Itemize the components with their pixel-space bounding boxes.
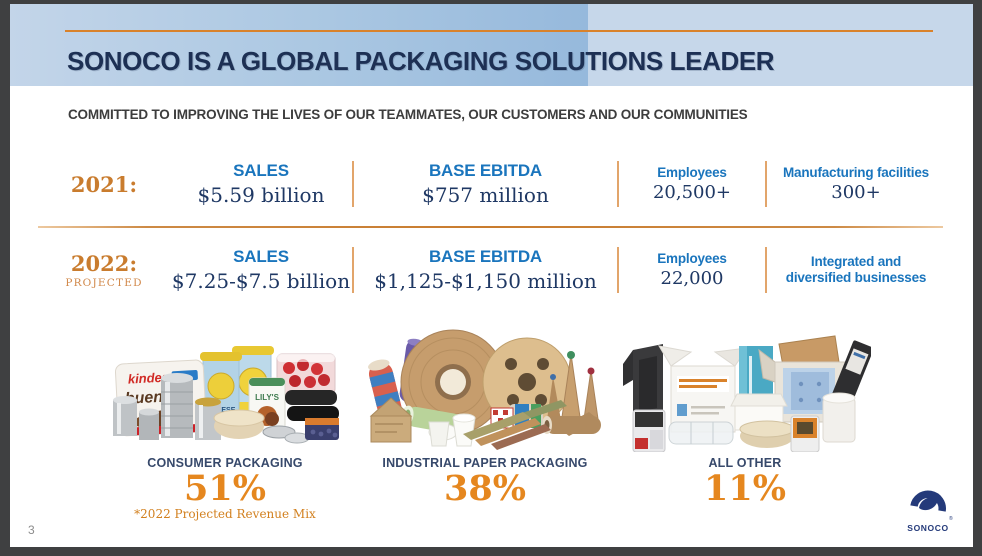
sonoco-logo-text: SONOCO	[907, 523, 948, 533]
segment-industrial-paper: INDUSTRIAL PAPER PACKAGING 38%	[355, 320, 615, 521]
header-band-right	[587, 4, 973, 86]
stat-cell-employees-2021: Employees 20,500+	[619, 165, 765, 204]
revenue-mix-footnote: *2022 Projected Revenue Mix	[134, 507, 316, 521]
segment-name: CONSUMER PACKAGING	[147, 456, 303, 470]
blister-pack-left	[632, 409, 666, 452]
stat-value: $757 million	[422, 183, 549, 207]
stat-cell-sales-2022: SALES $7.25-$7.5 billion	[170, 247, 352, 293]
header-band-left	[10, 4, 588, 86]
white-roll	[822, 392, 856, 443]
year-label: 2022:	[70, 251, 138, 276]
page-number: 3	[28, 523, 35, 537]
stats-table: 2021: SALES $5.59 billion BASE EBITDA $7…	[10, 142, 973, 312]
stat-label: SALES	[233, 247, 289, 266]
slide: SONOCO IS A GLOBAL PACKAGING SOLUTIONS L…	[10, 4, 973, 547]
blister-pack-right	[790, 415, 820, 452]
year-cell-2022: 2022: PROJECTED	[38, 251, 170, 289]
stat-label: Employees	[657, 250, 727, 266]
segment-share: 38%	[444, 468, 526, 509]
kraft-cartons	[369, 397, 413, 443]
stat-label: Integrated and diversified businesses	[785, 254, 927, 285]
segment-name: INDUSTRIAL PAPER PACKAGING	[382, 456, 588, 470]
svg-text:CHEESE: CHEESE	[207, 407, 236, 414]
black-trays	[285, 390, 339, 421]
metal-lids	[262, 425, 310, 444]
column-divider	[352, 161, 354, 207]
paper-cups	[428, 413, 476, 447]
industrial-paper-packaging-image	[368, 329, 601, 450]
sonoco-logo: ® SONOCO	[901, 484, 955, 539]
beige-bowl	[739, 420, 795, 448]
stat-cell-facilities-2021: Manufacturing facilities 300+	[767, 165, 945, 204]
black-foam-corner	[623, 344, 663, 426]
column-divider	[617, 161, 619, 207]
column-divider	[352, 247, 354, 293]
year-cell-2021: 2021:	[38, 172, 170, 197]
segment-all-other: ALL OTHER 11%	[615, 320, 875, 521]
stat-label: SALES	[233, 161, 289, 180]
header-band: SONOCO IS A GLOBAL PACKAGING SOLUTIONS L…	[10, 4, 973, 86]
segment-name: ALL OTHER	[708, 456, 782, 470]
stat-cell-employees-2022: Employees 22,000	[619, 251, 765, 290]
column-divider	[765, 161, 767, 207]
stat-cell-integrated-2022: Integrated and diversified businesses	[767, 254, 945, 285]
segment-share: 51%	[184, 468, 266, 509]
row-separator	[38, 226, 943, 228]
year-sublabel: PROJECTED	[65, 277, 143, 289]
page-title: SONOCO IS A GLOBAL PACKAGING SOLUTIONS L…	[67, 46, 775, 76]
title-underline	[65, 30, 933, 32]
blueberry-pack	[305, 418, 339, 440]
clear-plastic-tray	[668, 421, 734, 445]
stat-value: 20,500+	[652, 182, 732, 204]
year-label: 2021:	[70, 171, 138, 197]
svg-text:®: ®	[949, 515, 953, 522]
stat-value: 22,000	[660, 268, 724, 290]
segment-consumer-packaging: CHEESE BALLS kinder bueno min	[95, 320, 355, 521]
white-shipper-box	[657, 345, 749, 433]
metal-cans	[113, 373, 221, 440]
stat-value: $7.25-$7.5 billion	[171, 269, 351, 293]
edge-protectors	[463, 400, 599, 450]
slide-subtitle: COMMITTED TO IMPROVING THE LIVES OF OUR …	[68, 107, 748, 122]
svg-text:LILY'S: LILY'S	[255, 393, 280, 402]
kraft-paper-roll	[400, 329, 506, 435]
black-box	[831, 340, 871, 404]
stat-label: Employees	[657, 164, 727, 180]
beige-bowl	[213, 409, 265, 439]
stat-cell-sales-2021: SALES $5.59 billion	[170, 161, 352, 207]
stat-cell-ebitda-2022: BASE EBITDA $1,125-$1,150 million	[354, 247, 617, 293]
strawberry-clamshell	[276, 353, 336, 395]
svg-text:kinder: kinder	[127, 370, 168, 387]
stat-value: $5.59 billion	[197, 183, 325, 207]
sonoco-logo-mark: ® SONOCO	[907, 490, 953, 533]
stat-label: BASE EBITDA	[428, 247, 543, 266]
consumer-packaging-image: CHEESE BALLS kinder bueno min	[113, 346, 339, 444]
all-other-image	[623, 335, 871, 452]
stats-row-2021: 2021: SALES $5.59 billion BASE EBITDA $7…	[10, 142, 973, 226]
segments-row: CHEESE BALLS kinder bueno min	[10, 320, 973, 521]
segment-share: 11%	[704, 468, 786, 509]
stat-value: $1,125-$1,150 million	[374, 269, 597, 293]
stat-cell-ebitda-2021: BASE EBITDA $757 million	[354, 161, 617, 207]
column-divider	[765, 247, 767, 293]
stat-label: BASE EBITDA	[428, 161, 543, 180]
column-divider	[617, 247, 619, 293]
stats-row-2022: 2022: PROJECTED SALES $7.25-$7.5 billion…	[10, 228, 973, 312]
stat-value: 300+	[831, 182, 881, 204]
stat-label: Manufacturing facilities	[783, 164, 929, 180]
